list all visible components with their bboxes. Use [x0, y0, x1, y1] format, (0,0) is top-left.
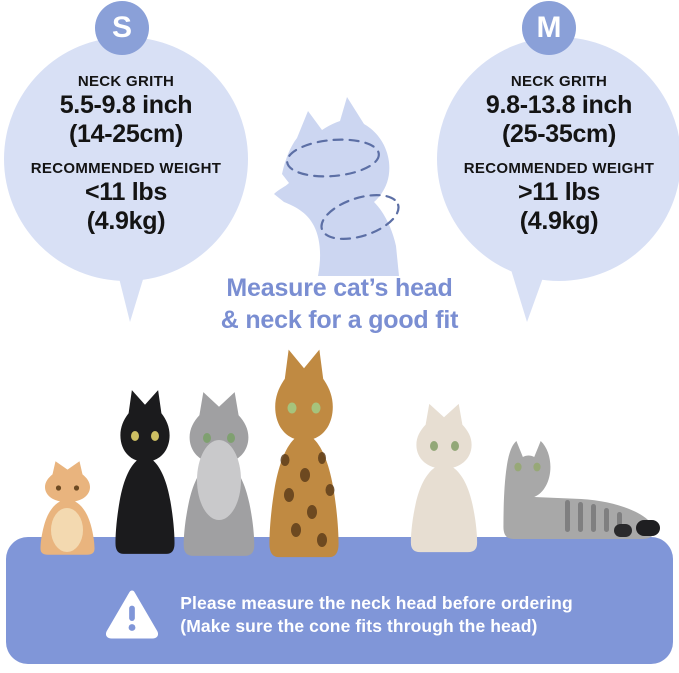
size-s-neck-inch: 5.5-9.8 inch	[59, 91, 193, 119]
measure-warning-line1: Please measure the neck head before orde…	[180, 592, 573, 613]
cat-black	[115, 390, 175, 554]
size-s-bubble-pointer	[112, 250, 152, 322]
size-s-neck-cm: (14-25cm)	[68, 120, 184, 148]
cat-head-silhouette-icon	[274, 97, 400, 276]
cat-gray-longhair	[183, 392, 255, 556]
cat-cream-shorthair	[410, 403, 478, 553]
size-s-badge-letter: S	[111, 11, 132, 44]
head-measure-dashed-ellipse	[286, 138, 380, 178]
size-m-neck-label: NECK GRITH	[510, 73, 608, 90]
size-m-specs: NECK GRITH 9.8-13.8 inch (25-35cm) RECOM…	[437, 37, 679, 236]
cats-photo-row	[40, 349, 660, 558]
size-s-specs: NECK GRITH 5.5-9.8 inch (14-25cm) RECOMM…	[4, 37, 248, 236]
measure-caption-line2: & neck for a good fit	[220, 306, 459, 334]
cat-orange-tabby-kitten	[40, 461, 95, 555]
cat-gray-tabby-lying	[503, 441, 660, 539]
size-m-weight-kg: (4.9kg)	[519, 207, 599, 235]
measure-caption-line1: Measure cat’s head	[226, 274, 453, 302]
size-m-weight-lbs: >11 lbs	[518, 178, 600, 206]
size-m-neck-inch: 9.8-13.8 inch	[485, 91, 633, 119]
size-m-weight-label: RECOMMENDED WEIGHT	[463, 160, 655, 177]
measure-warning-banner: Please measure the neck head before orde…	[6, 537, 673, 664]
measure-warning-line2: (Make sure the cone fits through the hea…	[180, 615, 538, 636]
measure-caption: Measure cat’s head & neck for a good fit	[0, 272, 679, 336]
size-s-weight-lbs: <11 lbs	[85, 178, 167, 206]
measure-warning-text: Please measure the neck head before orde…	[180, 592, 572, 638]
size-m-badge-letter: M	[536, 11, 562, 44]
size-s-badge: S	[95, 1, 149, 55]
size-s-bubble: NECK GRITH 5.5-9.8 inch (14-25cm) RECOMM…	[4, 37, 248, 281]
neck-measure-dashed-ellipse	[320, 194, 400, 240]
size-m-neck-cm: (25-35cm)	[501, 120, 617, 148]
warning-triangle-icon	[106, 590, 159, 639]
size-m-bubble-pointer	[505, 250, 553, 322]
size-m-badge: M	[522, 1, 576, 55]
size-s-neck-label: NECK GRITH	[77, 73, 175, 90]
size-s-weight-label: RECOMMENDED WEIGHT	[30, 160, 222, 177]
cat-bengal	[269, 349, 339, 558]
size-s-weight-kg: (4.9kg)	[86, 207, 166, 235]
size-m-bubble: NECK GRITH 9.8-13.8 inch (25-35cm) RECOM…	[437, 37, 679, 281]
